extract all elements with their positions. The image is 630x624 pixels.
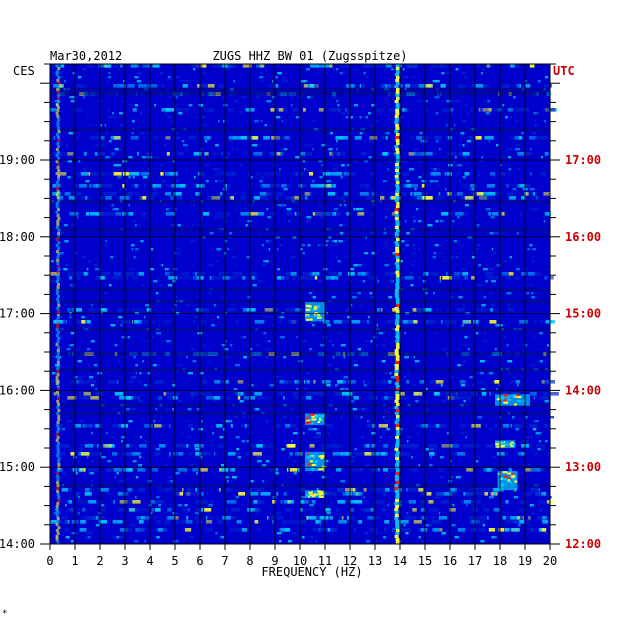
x-tick-label: 15 bbox=[418, 554, 432, 568]
left-tick-label: 16:00 bbox=[0, 383, 35, 397]
x-tick-label: 2 bbox=[96, 554, 103, 568]
right-time-axis: 17:00 16:00 15:00 14:00 13:00 12:00 bbox=[550, 63, 601, 551]
x-tick-label: 4 bbox=[146, 554, 153, 568]
left-tick-label: 14:00 bbox=[0, 537, 35, 551]
right-tick-label: 13:00 bbox=[565, 460, 601, 474]
persistent-line-0 bbox=[394, 64, 401, 544]
persistent-line-1 bbox=[55, 64, 61, 544]
x-tick-label: 20 bbox=[543, 554, 557, 568]
spectrogram-plot-area bbox=[50, 64, 559, 544]
grid-lines bbox=[49, 63, 551, 545]
left-tick-label: 15:00 bbox=[0, 460, 35, 474]
energy-patch-0 bbox=[305, 302, 325, 322]
right-tick-label: 15:00 bbox=[565, 307, 601, 321]
x-tick-label: 13 bbox=[368, 554, 382, 568]
left-tick-label: 18:00 bbox=[0, 230, 35, 244]
chart-date: Mar30,2012 bbox=[50, 49, 122, 63]
x-tick-label: 5 bbox=[171, 554, 178, 568]
right-tick-label: 16:00 bbox=[565, 230, 601, 244]
left-timezone-label: CES bbox=[13, 64, 35, 78]
frequency-axis: 0 1 2 3 4 5 6 7 8 9 10 11 12 13 14 15 16 17 18 19 20 bbox=[46, 544, 557, 568]
energy-patch-1 bbox=[305, 413, 325, 425]
x-tick-label: 8 bbox=[246, 554, 253, 568]
x-tick-label: 7 bbox=[221, 554, 228, 568]
x-tick-label: 1 bbox=[71, 554, 78, 568]
x-tick-label: 10 bbox=[293, 554, 307, 568]
x-tick-label: 3 bbox=[121, 554, 128, 568]
x-tick-label: 6 bbox=[196, 554, 203, 568]
right-tick-label: 12:00 bbox=[565, 537, 601, 551]
energy-patch-6 bbox=[497, 471, 518, 491]
chart-station-title: ZUGS HHZ BW 01 (Zugsspitze) bbox=[212, 49, 407, 63]
corner-mark: * bbox=[2, 609, 7, 619]
x-tick-label: 16 bbox=[443, 554, 457, 568]
right-tick-label: 14:00 bbox=[565, 383, 601, 397]
x-axis-label: FREQUENCY (HZ) bbox=[261, 565, 362, 579]
x-tick-label: 9 bbox=[271, 554, 278, 568]
right-timezone-label: UTC bbox=[553, 64, 575, 78]
energy-patch-3 bbox=[305, 490, 327, 498]
energy-patch-2 bbox=[305, 451, 327, 472]
energy-patch-4 bbox=[495, 440, 516, 448]
left-time-axis: 19:00 18:00 17:00 16:00 15:00 14:00 bbox=[0, 63, 50, 551]
right-tick-label: 17:00 bbox=[565, 153, 601, 167]
x-tick-label: 14 bbox=[393, 554, 407, 568]
x-tick-label: 12 bbox=[343, 554, 357, 568]
left-tick-label: 19:00 bbox=[0, 153, 35, 167]
left-tick-label: 17:00 bbox=[0, 307, 35, 321]
x-tick-label: 19 bbox=[518, 554, 532, 568]
x-tick-label: 11 bbox=[318, 554, 332, 568]
x-tick-label: 17 bbox=[468, 554, 482, 568]
x-tick-label: 18 bbox=[493, 554, 507, 568]
x-tick-label: 0 bbox=[46, 554, 53, 568]
